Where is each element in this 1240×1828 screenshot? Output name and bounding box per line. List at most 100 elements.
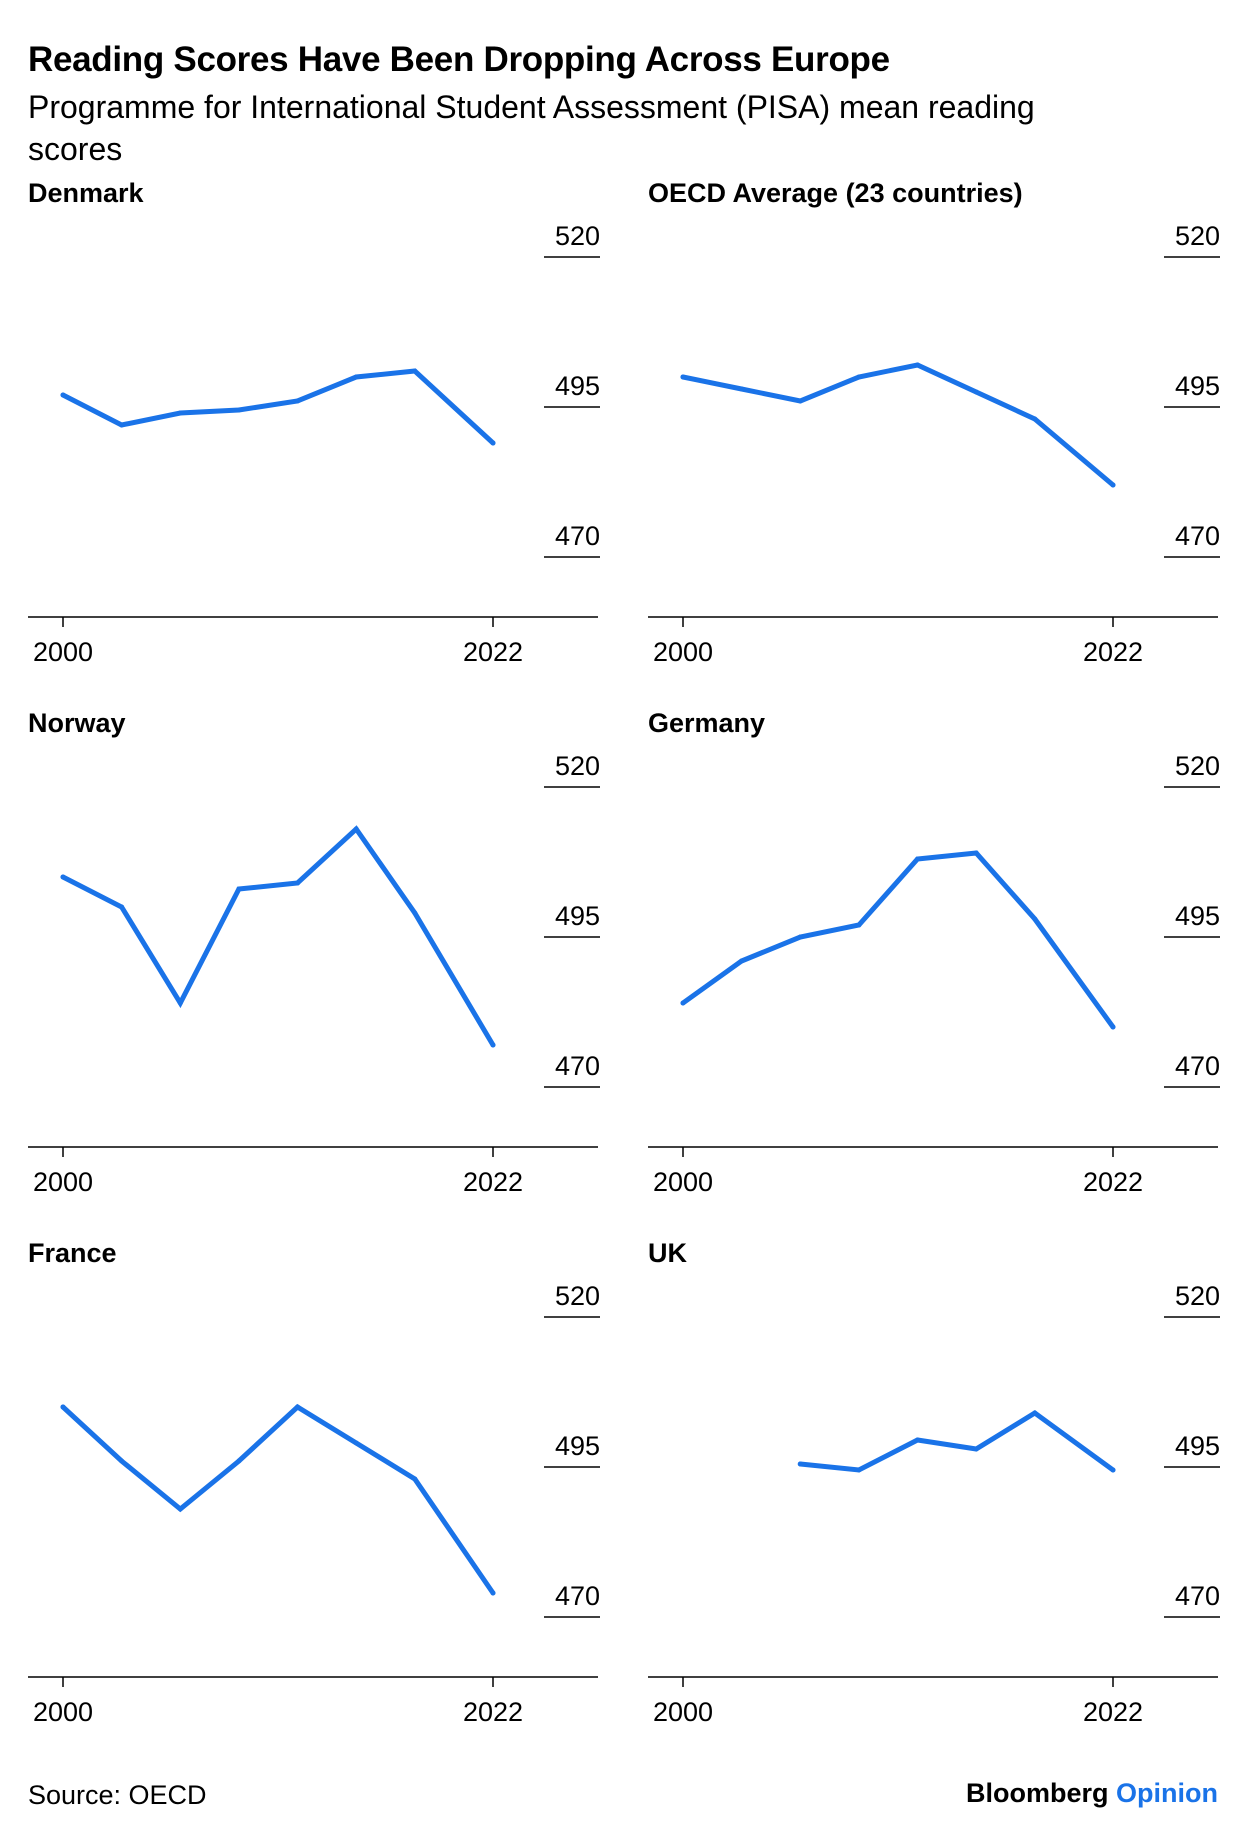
x-tick-label: 2022: [463, 1167, 523, 1197]
data-point: [797, 1461, 803, 1467]
data-point: [973, 1446, 979, 1452]
data-point: [856, 922, 862, 928]
line-chart: 520 495 470 2000 2022: [648, 221, 1220, 667]
y-tick-label: 470: [555, 1051, 600, 1081]
panel-title: OECD Average (23 countries): [648, 178, 1023, 208]
x-tick-label: 2022: [463, 637, 523, 667]
line-chart: 520 495 470 2000 2022: [648, 1281, 1220, 1727]
data-point: [119, 422, 125, 428]
data-point: [412, 1476, 418, 1482]
y-tick-label: 470: [1175, 1581, 1220, 1611]
y-tick-label: 495: [1175, 1431, 1220, 1461]
data-point: [60, 1404, 66, 1410]
data-point: [177, 1506, 183, 1512]
line-chart: 520 495 470 2000 2022: [28, 751, 600, 1197]
y-tick-label: 520: [555, 751, 600, 781]
data-point: [973, 389, 979, 395]
data-point: [739, 958, 745, 964]
data-point: [1032, 1410, 1038, 1416]
data-point: [119, 904, 125, 910]
line-chart: 520 495 470 2000 2022: [28, 221, 600, 667]
y-tick-label: 520: [555, 221, 600, 251]
data-point: [295, 398, 301, 404]
panel-title: Norway: [28, 708, 126, 738]
brand-opinion: Opinion: [1116, 1778, 1218, 1808]
data-point: [236, 1458, 242, 1464]
line-chart: 520 495 470 2000 2022: [28, 1281, 600, 1727]
data-point: [119, 1458, 125, 1464]
data-point: [856, 1467, 862, 1473]
series-line: [60, 825, 496, 1048]
data-point: [353, 826, 359, 832]
data-point: [915, 856, 921, 862]
line-chart: 520 495 470 2000 2022: [648, 751, 1220, 1197]
y-tick-label: 520: [1175, 221, 1220, 251]
y-tick-label: 495: [555, 371, 600, 401]
panel-title: France: [28, 1238, 117, 1268]
y-tick-label: 470: [1175, 521, 1220, 551]
y-tick-label: 470: [555, 521, 600, 551]
data-point: [1032, 916, 1038, 922]
y-tick-label: 495: [555, 1431, 600, 1461]
series-line: [680, 362, 1116, 488]
data-point: [680, 374, 686, 380]
panel-title: Denmark: [28, 178, 144, 208]
brand-name: Bloomberg: [965, 1778, 1109, 1808]
y-tick-label: 470: [1175, 1051, 1220, 1081]
data-point: [797, 398, 803, 404]
y-tick-label: 470: [555, 1581, 600, 1611]
data-point: [1110, 482, 1116, 488]
panel-title: UK: [648, 1238, 687, 1268]
x-tick-label: 2022: [1083, 1167, 1143, 1197]
series-line: [60, 368, 496, 446]
source-note: Source: OECD: [28, 1780, 207, 1810]
data-point: [973, 850, 979, 856]
data-point: [1032, 416, 1038, 422]
chart-subtitle: Programme for International Student Asse…: [28, 89, 1035, 167]
data-point: [490, 1042, 496, 1048]
panel-denmark: Denmark 520 495 470 2000 2022: [28, 178, 628, 667]
panel-germany: Germany 520 495 470 2000 2022: [648, 708, 1240, 1197]
data-point: [60, 874, 66, 880]
data-point: [797, 934, 803, 940]
data-point: [177, 1000, 183, 1006]
data-point: [412, 368, 418, 374]
y-tick-label: 520: [1175, 1281, 1220, 1311]
y-tick-label: 495: [1175, 371, 1220, 401]
x-tick-label: 2000: [653, 1167, 713, 1197]
data-point: [680, 1000, 686, 1006]
panel-norway: Norway 520 495 470 2000 2022: [28, 708, 628, 1197]
data-point: [295, 880, 301, 886]
data-point: [60, 392, 66, 398]
series-line: [60, 1403, 496, 1596]
series-line: [797, 1409, 1116, 1473]
data-point: [412, 910, 418, 916]
y-tick-label: 495: [1175, 901, 1220, 931]
panel-uk: UK 520 495 470 2000 2022: [648, 1238, 1240, 1727]
data-point: [915, 362, 921, 368]
data-point: [1110, 1467, 1116, 1473]
chart-title: Reading Scores Have Been Dropping Across…: [28, 40, 890, 79]
data-point: [915, 1437, 921, 1443]
y-tick-label: 520: [555, 1281, 600, 1311]
x-tick-label: 2022: [1083, 1697, 1143, 1727]
data-point: [236, 886, 242, 892]
x-tick-label: 2022: [463, 1697, 523, 1727]
y-tick-label: 520: [1175, 751, 1220, 781]
x-tick-label: 2022: [1083, 637, 1143, 667]
x-tick-label: 2000: [653, 1697, 713, 1727]
data-point: [177, 410, 183, 416]
data-point: [236, 407, 242, 413]
brand-logo: Bloomberg Opinion: [966, 1778, 1218, 1809]
data-point: [739, 386, 745, 392]
panel-title: Germany: [648, 708, 766, 738]
data-point: [490, 440, 496, 446]
data-point: [856, 374, 862, 380]
panel-oecd-average: OECD Average (23 countries) 520 495 470 200…: [648, 178, 1240, 667]
y-tick-label: 495: [555, 901, 600, 931]
x-tick-label: 2000: [33, 637, 93, 667]
x-tick-label: 2000: [653, 637, 713, 667]
x-tick-label: 2000: [33, 1167, 93, 1197]
data-point: [490, 1590, 496, 1596]
x-tick-label: 2000: [33, 1697, 93, 1727]
